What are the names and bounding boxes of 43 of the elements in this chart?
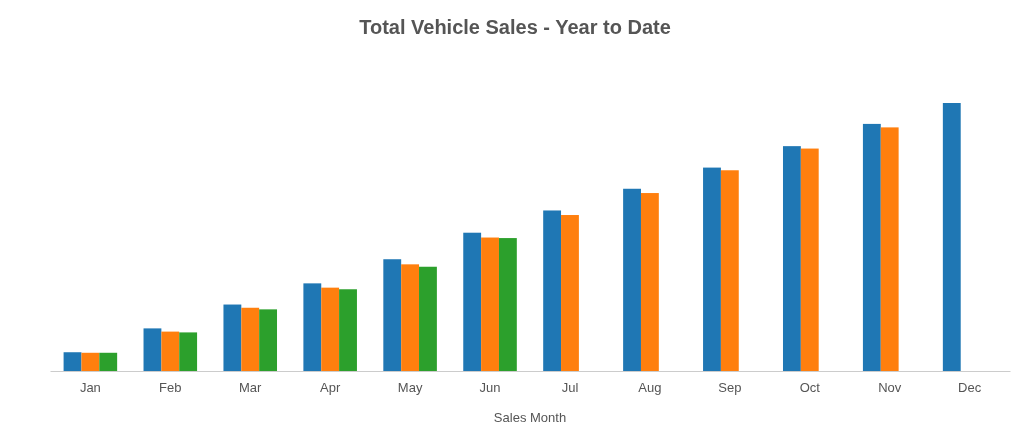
x-tick-label: Apr: [320, 380, 341, 396]
x-tick-label: Mar: [239, 380, 263, 396]
bar: [862, 123, 881, 371]
chart-title: Total Vehicle Sales - Year to Date: [359, 16, 671, 38]
bar: [498, 238, 517, 371]
bar: [481, 237, 499, 371]
x-tick-label: Oct: [799, 380, 821, 396]
bar: [161, 331, 180, 371]
bar: [143, 328, 162, 371]
x-tick-label: Jun: [479, 380, 501, 396]
bar: [401, 264, 420, 371]
bar: [303, 283, 322, 371]
bar: [640, 193, 659, 371]
bar: [703, 167, 721, 371]
x-tick-label: May: [397, 380, 423, 396]
bar: [800, 148, 819, 371]
bar: [99, 352, 118, 371]
bar: [623, 188, 641, 371]
x-tick-label: Sep: [718, 380, 742, 396]
bar: [81, 352, 100, 371]
x-axis-title: Sales Month: [493, 410, 567, 425]
bar: [259, 309, 278, 371]
x-tick-label: Nov: [878, 380, 902, 396]
bar: [720, 170, 739, 371]
bar: [339, 289, 357, 371]
bar: [543, 210, 562, 371]
x-tick-label: Jul: [561, 380, 579, 396]
bar: [383, 259, 402, 371]
bar: [179, 332, 198, 371]
bar: [561, 215, 579, 371]
bar: [880, 127, 899, 371]
bar: [223, 304, 242, 371]
bar: [63, 352, 82, 371]
bar: [241, 307, 260, 371]
x-tick-label: Dec: [958, 380, 982, 396]
x-tick-label: Feb: [159, 380, 182, 396]
bar: [419, 266, 437, 371]
bar: [942, 103, 961, 371]
bar: [463, 232, 482, 371]
x-tick-label: Aug: [638, 380, 662, 396]
bar: [782, 146, 801, 371]
x-tick-label: Jan: [79, 380, 101, 396]
bar: [321, 287, 340, 371]
